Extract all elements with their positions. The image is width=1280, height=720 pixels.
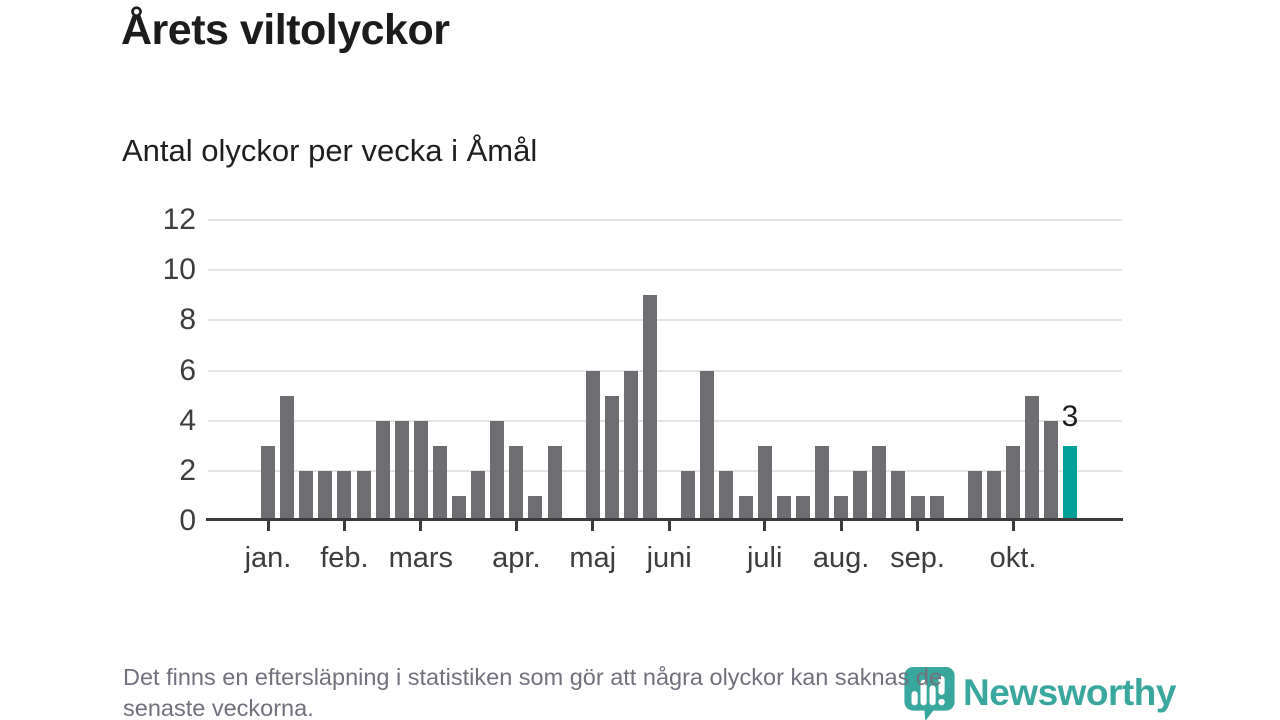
gridline <box>208 419 1122 422</box>
footnote-line-1: Det finns en eftersläpning i statistiken… <box>123 664 943 690</box>
y-axis-label: 12 <box>162 203 196 236</box>
x-axis-tick <box>916 521 919 531</box>
bar <box>1044 420 1059 521</box>
x-axis-tick <box>419 521 423 531</box>
bar <box>853 470 868 521</box>
x-axis-label: juli <box>746 542 783 574</box>
x-axis-label: maj <box>569 542 617 574</box>
bar <box>261 445 275 521</box>
x-axis-label: aug. <box>812 542 870 574</box>
bar <box>299 470 314 521</box>
bar <box>547 445 562 521</box>
x-axis-label: juni <box>646 542 692 574</box>
x-axis-label: jan. <box>244 542 292 574</box>
brand-logo: Newsworthy <box>903 664 1176 720</box>
bar <box>643 295 658 521</box>
gridline <box>208 369 1122 372</box>
y-axis-label: 6 <box>179 353 196 387</box>
bar <box>891 470 906 521</box>
bar <box>337 470 352 521</box>
bar <box>681 470 696 521</box>
bar <box>814 445 829 521</box>
bar <box>719 470 734 521</box>
x-axis-tick <box>266 521 270 531</box>
bar <box>280 395 295 521</box>
bar <box>528 495 543 521</box>
bar <box>375 420 390 521</box>
bar <box>1006 445 1021 521</box>
x-axis-tick <box>839 521 843 531</box>
x-axis-tick <box>591 521 595 531</box>
x-axis-label: feb. <box>320 542 369 574</box>
bar <box>471 470 486 521</box>
bar <box>490 420 505 521</box>
bar <box>432 445 447 521</box>
x-axis-label: apr. <box>492 542 541 574</box>
x-axis-line <box>206 518 1123 521</box>
gridline <box>208 469 1122 472</box>
gridline <box>208 319 1122 322</box>
y-axis-label: 0 <box>179 504 196 537</box>
bar <box>700 370 715 521</box>
y-axis-label: 2 <box>179 453 196 487</box>
bar <box>585 370 600 521</box>
bar <box>986 470 1001 521</box>
bar <box>757 445 772 521</box>
bar <box>394 420 409 521</box>
x-axis-tick <box>342 521 346 531</box>
bar <box>929 495 944 521</box>
x-axis-tick <box>763 521 767 531</box>
bar <box>413 420 428 521</box>
bar <box>795 495 810 521</box>
bar <box>356 470 371 521</box>
bar <box>1025 395 1040 521</box>
footnote: Det finns en eftersläpning i statistiken… <box>123 662 942 720</box>
bar <box>738 495 753 521</box>
footnote-line-2: senaste veckorna. <box>123 695 314 720</box>
chart-subtitle: Antal olyckor per vecka i Åmål <box>122 133 538 168</box>
bar <box>967 470 982 521</box>
bar <box>452 495 467 521</box>
page-title: Årets viltolyckor <box>121 6 450 54</box>
x-axis-label: sep. <box>890 542 945 574</box>
brand-wordmark: Newsworthy <box>963 672 1176 713</box>
x-axis-tick <box>1011 521 1015 531</box>
y-axis-label: 10 <box>162 253 196 287</box>
y-axis-label: 4 <box>179 403 196 437</box>
y-axis-label: 8 <box>179 303 196 337</box>
bar <box>776 495 791 521</box>
bar <box>872 445 887 521</box>
gridline <box>208 219 1122 221</box>
newsworthy-pin-icon <box>904 667 955 720</box>
bar <box>834 495 849 521</box>
bar <box>910 495 925 521</box>
bar <box>318 470 333 521</box>
x-axis-tick <box>667 521 671 531</box>
x-axis-tick <box>514 521 518 531</box>
x-axis-label: mars <box>388 542 454 574</box>
highlight-bar <box>1063 445 1078 521</box>
highlight-value-label: 3 <box>1061 400 1079 433</box>
bar <box>604 395 619 521</box>
gridline <box>208 269 1122 272</box>
bar <box>509 445 524 521</box>
x-axis-label: okt. <box>989 542 1037 574</box>
bar <box>623 370 638 521</box>
